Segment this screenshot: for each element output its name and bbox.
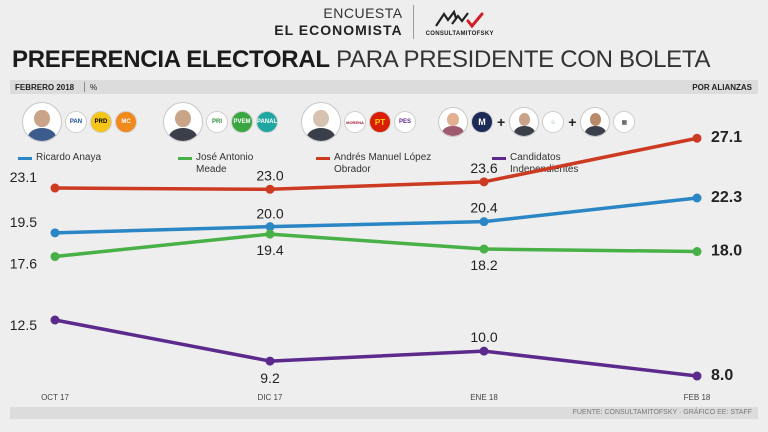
independiente-logo-2-icon: ♘ bbox=[542, 111, 565, 133]
header: ENCUESTA EL ECONOMISTA CONSULTAMITOFSKY bbox=[0, 0, 768, 44]
data-label-meade-3: 18.0 bbox=[711, 243, 742, 260]
data-point-anaya-3 bbox=[692, 193, 702, 203]
legend-label-anaya: Ricardo Anaya bbox=[36, 152, 102, 163]
consulta-brand: CONSULTAMITOFSKY bbox=[425, 30, 494, 37]
data-point-anaya-0 bbox=[50, 228, 60, 238]
unit-label: % bbox=[90, 83, 98, 92]
series-line-anaya bbox=[53, 196, 699, 235]
pvem-logo-icon: PVEM bbox=[231, 111, 253, 133]
pt-logo-icon: PT bbox=[369, 111, 391, 133]
legend-swatch-amlo bbox=[316, 157, 330, 160]
data-point-meade-0 bbox=[50, 252, 60, 262]
header-divider bbox=[412, 5, 414, 39]
por-alianzas-label: POR ALIANZAS bbox=[692, 83, 752, 92]
data-label-amlo-1: 23.0 bbox=[256, 167, 283, 183]
x-tick-label-2: ENE 18 bbox=[470, 393, 498, 402]
data-label-independientes-0: 12.5 bbox=[10, 317, 37, 333]
plus-separator-icon: + bbox=[497, 114, 506, 130]
header-text: ENCUESTA EL ECONOMISTA bbox=[274, 5, 412, 39]
consulta-mark-icon bbox=[434, 9, 484, 28]
source-note: FUENTE: CONSULTAMITOFSKY · GRÁFICO EE: S… bbox=[10, 407, 758, 419]
independiente-m-logo-icon: M bbox=[471, 111, 493, 133]
avatar-anaya bbox=[22, 102, 62, 142]
x-tick-label-0: OCT 17 bbox=[41, 393, 69, 402]
data-point-independientes-0 bbox=[50, 315, 60, 325]
x-tick-label-1: DIC 17 bbox=[258, 393, 283, 402]
data-label-meade-2: 18.2 bbox=[470, 257, 497, 273]
legend-label-amlo: Andrés Manuel López Obrador bbox=[334, 152, 432, 175]
data-label-meade-0: 17.6 bbox=[10, 256, 37, 272]
data-label-anaya-3: 22.3 bbox=[711, 189, 742, 206]
data-label-anaya-2: 20.4 bbox=[470, 200, 497, 216]
header-encuesta: ENCUESTA bbox=[323, 5, 403, 21]
data-point-anaya-2 bbox=[479, 217, 489, 227]
candidate-group-anaya: PAN PRD MC bbox=[22, 99, 137, 145]
mc-logo-icon: MC bbox=[115, 111, 137, 133]
morena-logo-icon: MORENA bbox=[344, 111, 366, 133]
legend-swatch-meade bbox=[178, 157, 192, 160]
candidate-group-independientes: M + ♘ + ▦ bbox=[438, 99, 636, 145]
data-label-meade-1: 19.4 bbox=[256, 242, 283, 258]
data-point-meade-2 bbox=[479, 244, 489, 254]
data-point-meade-1 bbox=[265, 229, 275, 239]
title-light: PARA PRESIDENTE CON BOLETA bbox=[336, 46, 711, 73]
title-bold: PREFERENCIA ELECTORAL bbox=[12, 46, 330, 73]
legend-label-meade: José Antonio Meade bbox=[196, 152, 254, 175]
avatar-meade bbox=[163, 102, 203, 142]
data-point-independientes-2 bbox=[479, 346, 489, 356]
header-el-economista: EL ECONOMISTA bbox=[274, 22, 403, 38]
data-label-independientes-1: 9.2 bbox=[260, 370, 280, 386]
prd-logo-icon: PRD bbox=[90, 111, 112, 133]
data-point-amlo-1 bbox=[265, 184, 275, 194]
legend-swatch-anaya bbox=[18, 157, 32, 160]
pri-logo-icon: PRI bbox=[206, 111, 228, 133]
avatar-independiente-2 bbox=[509, 107, 540, 137]
data-point-amlo-2 bbox=[479, 177, 489, 187]
data-label-independientes-2: 10.0 bbox=[470, 329, 497, 345]
data-label-independientes-3: 8.0 bbox=[711, 367, 733, 384]
subtitle-bar: FEBRERO 2018 % POR ALIANZAS bbox=[10, 80, 758, 94]
series-line-amlo bbox=[53, 136, 699, 192]
data-point-amlo-3 bbox=[692, 133, 702, 143]
pan-logo-icon: PAN bbox=[65, 111, 87, 133]
data-label-amlo-3: 27.1 bbox=[711, 129, 742, 146]
survey-date: FEBRERO 2018 bbox=[15, 83, 75, 92]
data-label-amlo-0: 23.1 bbox=[10, 169, 37, 185]
x-tick-label-3: FEB 18 bbox=[684, 393, 711, 402]
data-label-amlo-2: 23.6 bbox=[470, 160, 497, 176]
candidate-group-meade: PRI PVEM PANAL bbox=[163, 99, 278, 145]
avatar-independiente-3 bbox=[580, 107, 611, 137]
consulta-logo: CONSULTAMITOFSKY bbox=[414, 8, 494, 37]
data-point-meade-3 bbox=[692, 247, 702, 257]
pes-logo-icon: PES bbox=[394, 111, 416, 133]
avatar-amlo bbox=[301, 102, 341, 142]
page-title: PREFERENCIA ELECTORAL PARA PRESIDENTE CO… bbox=[12, 46, 710, 74]
data-label-anaya-0: 19.5 bbox=[10, 214, 37, 230]
data-label-anaya-1: 20.0 bbox=[256, 206, 283, 222]
data-point-anaya-1 bbox=[265, 222, 275, 232]
data-point-independientes-1 bbox=[265, 356, 275, 366]
data-point-amlo-0 bbox=[50, 183, 60, 193]
data-point-independientes-3 bbox=[692, 371, 702, 381]
plus-separator-2-icon: + bbox=[568, 114, 577, 130]
subtitle-divider bbox=[84, 82, 85, 92]
avatar-independiente-1 bbox=[438, 107, 468, 137]
series-line-meade bbox=[53, 232, 699, 259]
legend-swatch-independientes bbox=[492, 157, 506, 160]
series-line-independientes bbox=[53, 318, 699, 378]
candidate-group-amlo: MORENA PT PES bbox=[301, 99, 416, 145]
panal-logo-icon: PANAL bbox=[256, 111, 278, 133]
independiente-logo-3-icon: ▦ bbox=[613, 111, 636, 133]
